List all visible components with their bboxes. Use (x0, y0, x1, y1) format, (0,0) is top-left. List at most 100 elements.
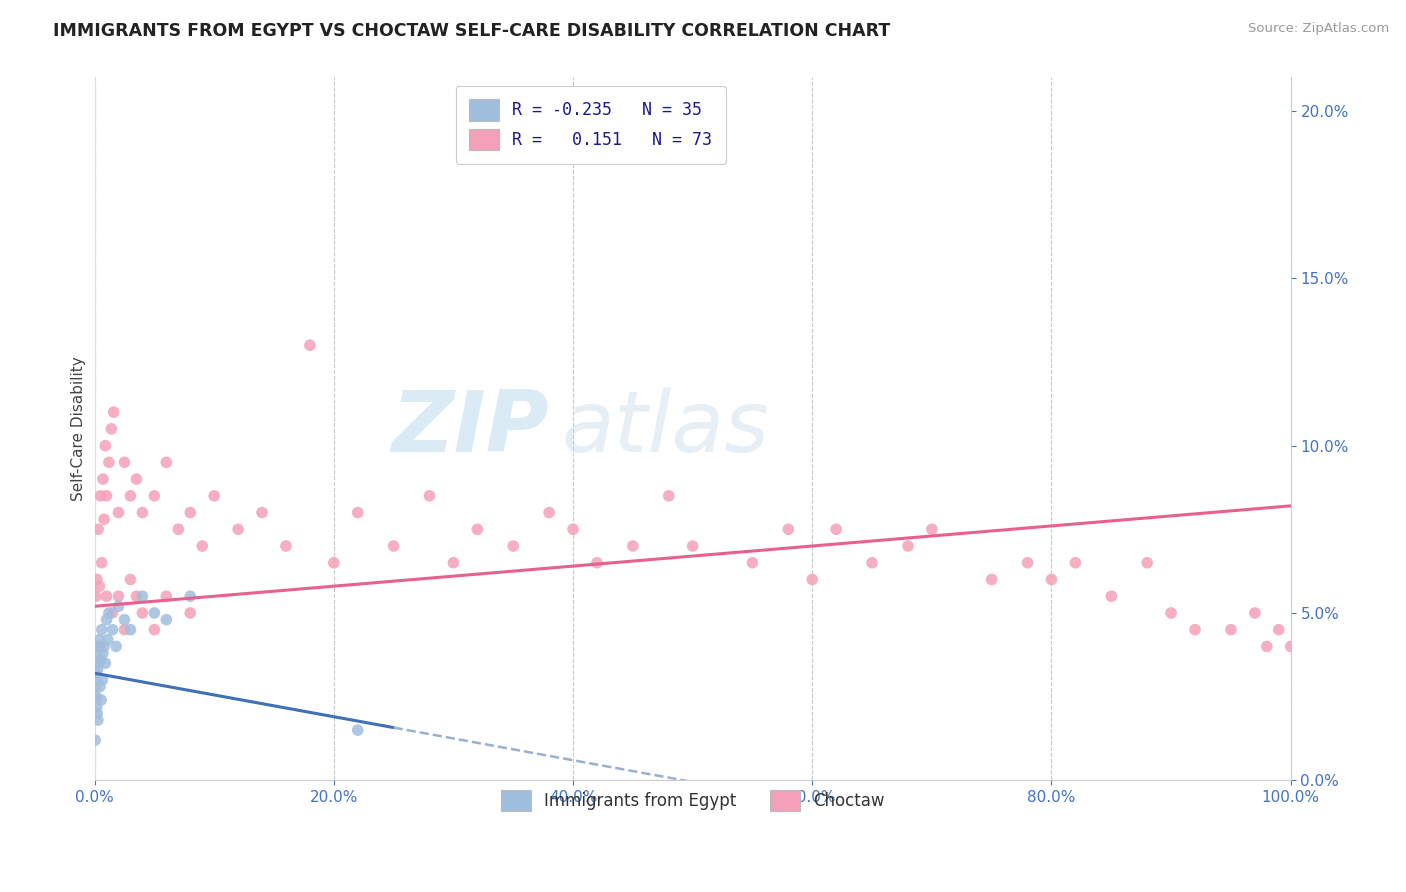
Point (86, 663, 108, 677)
Point (131, 589, 153, 603)
Point (97, 606, 120, 620)
Point (131, 506, 153, 520)
Point (87, 640, 110, 654)
Point (84, 733, 107, 747)
Point (441, 556, 464, 570)
Text: ZIP: ZIP (391, 387, 550, 470)
Point (682, 539, 704, 553)
Point (97, 632, 120, 647)
Y-axis label: Self-Care Disability: Self-Care Disability (72, 357, 86, 501)
Point (87, 656, 110, 670)
Point (226, 522, 249, 536)
Point (860, 556, 883, 570)
Text: Source: ZipAtlas.com: Source: ZipAtlas.com (1249, 22, 1389, 36)
Point (94, 656, 117, 670)
Point (179, 589, 201, 603)
Point (825, 522, 848, 536)
Point (778, 522, 800, 536)
Point (96, 613, 118, 627)
Point (538, 506, 561, 520)
Point (96, 489, 118, 503)
Point (84, 656, 107, 670)
Point (86, 573, 108, 587)
Point (114, 623, 136, 637)
Point (114, 455, 136, 469)
Point (90, 653, 112, 667)
Point (107, 506, 129, 520)
Point (346, 506, 368, 520)
Point (897, 539, 920, 553)
Point (155, 589, 177, 603)
Text: atlas: atlas (561, 387, 769, 470)
Point (125, 472, 148, 486)
Point (191, 539, 214, 553)
Point (89, 632, 111, 647)
Point (84, 680, 107, 694)
Point (120, 489, 142, 503)
Point (107, 599, 129, 614)
Point (86, 699, 108, 714)
Point (1040, 573, 1063, 587)
Point (84, 690, 107, 704)
Point (114, 613, 136, 627)
Point (93, 512, 115, 526)
Point (250, 506, 273, 520)
Point (167, 522, 190, 536)
Point (1160, 606, 1182, 620)
Point (86, 706, 108, 721)
Point (105, 640, 128, 654)
Point (155, 455, 177, 469)
Point (84, 666, 107, 681)
Point (467, 522, 489, 536)
Point (1219, 623, 1241, 637)
Point (96, 589, 118, 603)
Point (84, 589, 107, 603)
Point (143, 606, 166, 620)
Point (1184, 623, 1206, 637)
Point (179, 506, 201, 520)
Point (93, 640, 115, 654)
Point (91, 673, 114, 687)
Text: IMMIGRANTS FROM EGYPT VS CHOCTAW SELF-CARE DISABILITY CORRELATION CHART: IMMIGRANTS FROM EGYPT VS CHOCTAW SELF-CA… (53, 22, 890, 40)
Legend: Immigrants from Egypt, Choctaw: Immigrants from Egypt, Choctaw (488, 777, 898, 825)
Point (87, 522, 110, 536)
Point (346, 723, 368, 737)
Point (621, 539, 644, 553)
Point (155, 613, 177, 627)
Point (298, 338, 321, 352)
Point (125, 589, 148, 603)
Point (103, 405, 125, 419)
Point (502, 539, 524, 553)
Point (120, 623, 142, 637)
Point (87, 713, 110, 727)
Point (1064, 556, 1087, 570)
Point (86, 646, 108, 660)
Point (97, 455, 120, 469)
Point (101, 623, 124, 637)
Point (1099, 589, 1122, 603)
Point (658, 489, 681, 503)
Point (91, 472, 114, 486)
Point (1268, 623, 1291, 637)
Point (131, 606, 153, 620)
Point (562, 522, 585, 536)
Point (100, 422, 122, 436)
Point (921, 522, 943, 536)
Point (90, 556, 112, 570)
Point (179, 606, 201, 620)
Point (1243, 606, 1265, 620)
Point (89, 680, 111, 694)
Point (322, 556, 344, 570)
Point (980, 573, 1002, 587)
Point (101, 606, 124, 620)
Point (382, 539, 405, 553)
Point (90, 623, 112, 637)
Point (274, 539, 297, 553)
Point (801, 573, 824, 587)
Point (84, 690, 107, 704)
Point (94, 439, 117, 453)
Point (586, 556, 609, 570)
Point (107, 589, 129, 603)
Point (202, 489, 225, 503)
Point (1279, 640, 1302, 654)
